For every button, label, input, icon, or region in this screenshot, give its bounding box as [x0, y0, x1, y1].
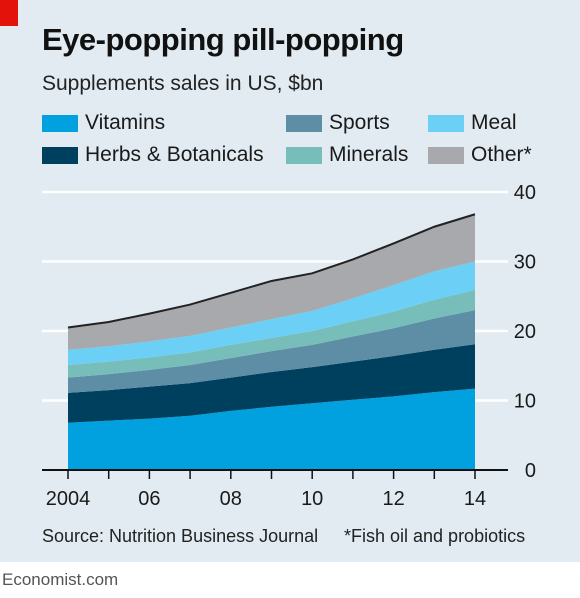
x-tick-label-12: 12 [382, 488, 404, 510]
legend-item-vitamins: Vitamins [42, 108, 165, 138]
y-tick-label-20: 20 [514, 321, 536, 343]
x-tick-label-06: 06 [138, 488, 160, 510]
legend-swatch-sports [286, 114, 322, 132]
legend: Vitamins Herbs & Botanicals Sports Miner… [42, 108, 562, 172]
legend-swatch-herbs-botanicals [42, 146, 78, 164]
legend-swatch-meal [428, 114, 464, 132]
footnote: *Fish oil and probiotics [344, 526, 526, 546]
legend-swatch-vitamins [42, 114, 78, 132]
area-chart: 0 10 20 30 40 2004 06 08 10 12 14 [42, 182, 536, 510]
legend-item-other: Other* [428, 140, 532, 170]
y-tick-label-10: 10 [514, 391, 536, 413]
stacked-areas [68, 214, 475, 470]
area-other [68, 214, 475, 350]
x-tick-label-10: 10 [301, 488, 323, 510]
x-tick-label-08: 08 [220, 488, 242, 510]
legend-label-vitamins: Vitamins [85, 111, 166, 134]
x-tick-label-14: 14 [464, 488, 486, 510]
x-axis-ticks [67, 470, 476, 479]
x-tick-label-2004: 2004 [46, 488, 91, 510]
legend-label-meal: Meal [471, 111, 517, 134]
legend-swatch-other [428, 146, 464, 164]
y-tick-label-40: 40 [514, 182, 536, 204]
legend-item-minerals: Minerals [286, 140, 408, 170]
area-minerals [68, 289, 475, 378]
chart-card: Eye-popping pill-popping Supplements sal… [0, 0, 580, 562]
area-meal [68, 261, 475, 366]
area-herbs-botanicals [68, 344, 475, 423]
source-note: Source: Nutrition Business Journal [42, 526, 319, 546]
total-outline [67, 213, 476, 329]
legend-swatch-minerals [286, 146, 322, 164]
legend-label-minerals: Minerals [329, 143, 409, 166]
x-axis-labels: 2004 06 08 10 12 14 [46, 488, 486, 510]
brand-red-tag [0, 0, 18, 26]
chart-title: Eye-popping pill-popping [42, 22, 404, 57]
area-vitamins [68, 388, 475, 470]
legend-label-other: Other* [471, 143, 532, 166]
chart-subtitle: Supplements sales in US, $bn [42, 72, 324, 95]
brand-credit: Economist.com [2, 570, 119, 589]
y-axis-labels: 0 10 20 30 40 [514, 182, 536, 482]
area-sports [68, 310, 475, 393]
legend-item-meal: Meal [428, 108, 517, 138]
y-tick-label-30: 30 [514, 252, 536, 274]
legend-label-herbs-botanicals: Herbs & Botanicals [85, 143, 264, 166]
legend-label-sports: Sports [329, 111, 390, 134]
legend-item-herbs-botanicals: Herbs & Botanicals [42, 140, 264, 170]
legend-item-sports: Sports [286, 108, 390, 138]
y-tick-label-0: 0 [525, 460, 536, 482]
